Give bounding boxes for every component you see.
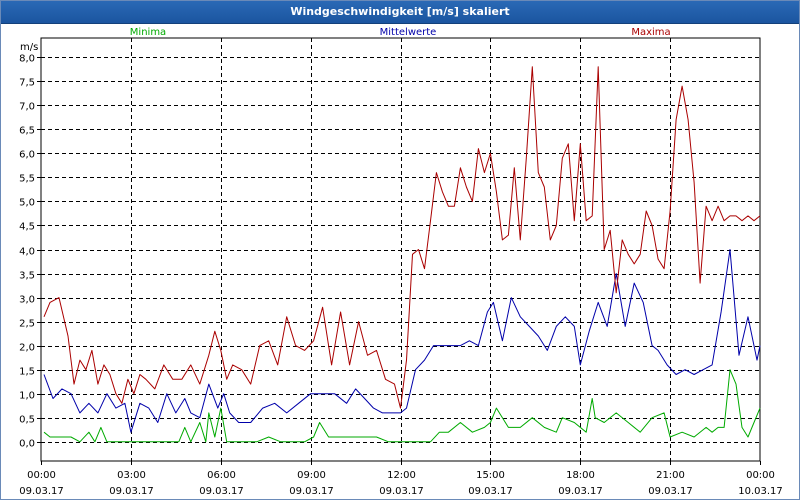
y-axis-label: m/s xyxy=(20,42,38,53)
y-tick-label: 5,5 xyxy=(19,174,35,185)
legend: Minima Mittelwerte Maxima xyxy=(130,27,671,38)
x-tick-date: 09.03.17 xyxy=(109,486,154,497)
x-tick-time: 09:00 xyxy=(297,470,326,481)
series-line-maxima xyxy=(43,66,761,409)
x-tick-date: 09.03.17 xyxy=(468,486,513,497)
legend-entry-maxima: Maxima xyxy=(631,27,670,38)
y-tick-label: 2,0 xyxy=(19,343,35,354)
chart-title: Windgeschwindigkeit [m/s] skaliert xyxy=(290,5,510,18)
y-tick-label: 6,0 xyxy=(19,150,35,161)
y-tick-label: 5,0 xyxy=(19,198,35,209)
grid-lines xyxy=(41,38,760,461)
x-tick-date: 09.03.17 xyxy=(19,486,64,497)
y-tick-label: 0,5 xyxy=(19,415,35,426)
x-tick-date: 09.03.17 xyxy=(379,486,424,497)
x-tick-time: 03:00 xyxy=(117,470,146,481)
y-tick-label: 7,0 xyxy=(19,102,35,113)
y-tick-label: 1,5 xyxy=(19,367,35,378)
x-tick-time: 18:00 xyxy=(566,470,595,481)
y-tick-label: 4,0 xyxy=(19,247,35,258)
legend-entry-mittelwerte: Mittelwerte xyxy=(380,27,437,38)
series-line-mittelwerte xyxy=(43,249,761,433)
x-tick-time: 21:00 xyxy=(656,470,685,481)
y-tick-label: 6,5 xyxy=(19,126,35,137)
x-tick-date: 09.03.17 xyxy=(289,486,334,497)
title-bar: Windgeschwindigkeit [m/s] skaliert xyxy=(1,1,799,24)
y-axis: 0,0 0,5 1,0 1,5 2,0 2,5 3,0 3,5 4,0 4,5 5,0 5,5 6,0 6… xyxy=(19,54,41,450)
x-tick-time: 12:00 xyxy=(387,470,416,481)
y-tick-label: 0,0 xyxy=(19,439,35,450)
x-tick-time: 00:00 xyxy=(27,470,56,481)
y-tick-label: 4,5 xyxy=(19,222,35,233)
x-tick-date: 09.03.17 xyxy=(199,486,244,497)
x-tick-date: 10.03.17 xyxy=(738,486,783,497)
y-tick-label: 2,5 xyxy=(19,319,35,330)
y-tick-label: 3,0 xyxy=(19,295,35,306)
series-lines xyxy=(43,66,761,443)
x-tick-time: 06:00 xyxy=(207,470,236,481)
y-tick-label: 3,5 xyxy=(19,271,35,282)
y-tick-label: 7,5 xyxy=(19,78,35,89)
legend-entry-minima: Minima xyxy=(130,27,166,38)
y-tick-label: 8,0 xyxy=(19,54,35,65)
series-line-minima xyxy=(43,369,761,443)
x-tick-time: 00:00 xyxy=(746,470,775,481)
plot-frame xyxy=(40,37,761,462)
x-axis: 00:00 09.03.17 03:00 09.03.17 06:00 09.03.17 0… xyxy=(19,461,783,497)
x-tick-time: 15:00 xyxy=(476,470,505,481)
y-tick-label: 1,0 xyxy=(19,391,35,402)
x-tick-date: 09.03.17 xyxy=(558,486,603,497)
x-tick-date: 09.03.17 xyxy=(648,486,693,497)
